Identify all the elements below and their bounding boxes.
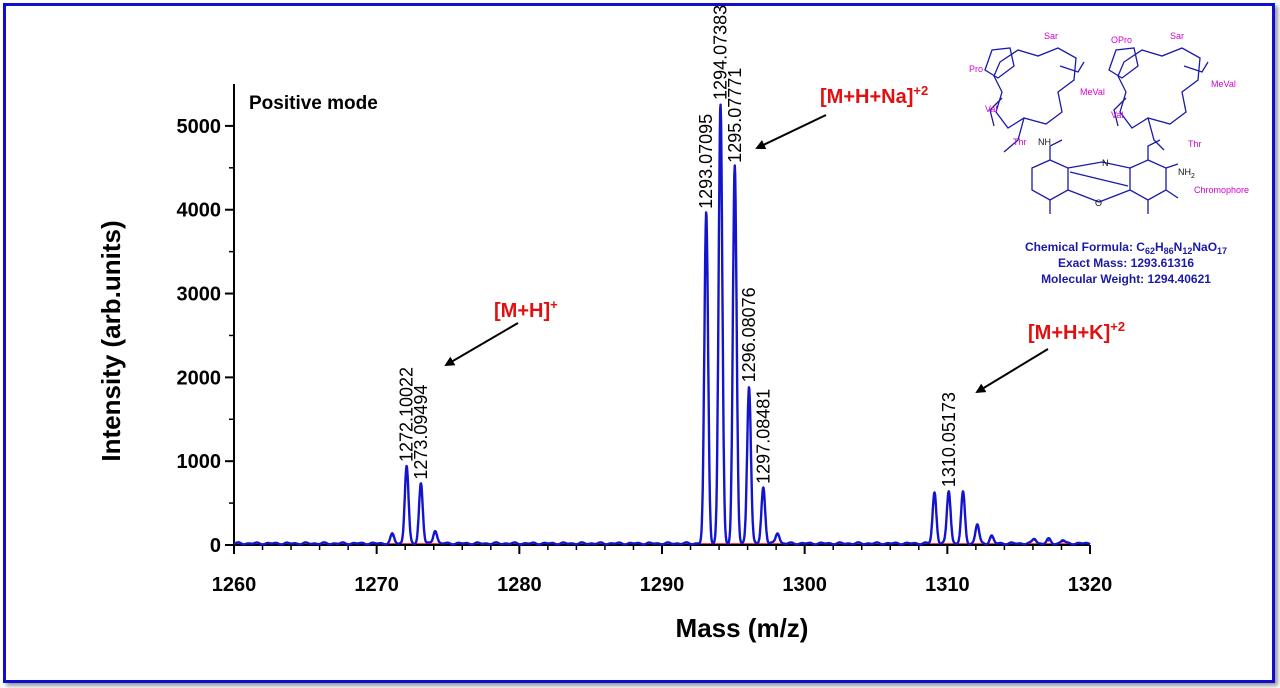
peak-label: 1295.07771	[725, 68, 745, 163]
residue-label-val-left: Val	[985, 104, 997, 114]
peak-label: 1272.10022	[397, 367, 417, 462]
residue-label-sar-left: Sar	[1044, 31, 1058, 41]
molecular-weight: Molecular Weight: 1294.40621	[1041, 272, 1211, 286]
peak-point	[1047, 540, 1050, 542]
residue-label-opro: OPro	[1111, 35, 1132, 45]
y-tick-label: 0	[210, 535, 221, 557]
annotation-charge: +2	[913, 83, 928, 98]
formula-part: C	[1136, 240, 1145, 254]
spectrum-trace	[233, 103, 1091, 546]
residue-label-thr-right: Thr	[1188, 139, 1202, 149]
peak-label: 1296.08076	[739, 287, 759, 382]
spectrum	[233, 103, 1091, 546]
annotation-arrow-m-h	[444, 322, 519, 367]
peak-point	[776, 533, 779, 535]
x-tick-label: 1310	[925, 574, 970, 596]
peak-label: 1293.07095	[696, 114, 716, 209]
annotation-arrow-m-h-k	[975, 348, 1049, 394]
annotation-arrow-m-h-na	[755, 114, 827, 150]
peak-label: 1294.07383	[710, 5, 730, 100]
peak-point	[733, 167, 736, 169]
annotation-m-h-k: [M+H+K]+2	[1028, 319, 1125, 344]
annotation-m-h: [M+H]+	[494, 297, 558, 322]
annotation-base: [M+H]	[494, 300, 550, 322]
peak-point	[1062, 540, 1064, 543]
residue-label-sar-right: Sar	[1170, 31, 1184, 41]
annotation-charge: +	[550, 297, 558, 312]
atom-label-nh2-base: NH	[1178, 167, 1191, 177]
molecule-structure	[984, 47, 1209, 214]
peak-point	[391, 534, 394, 537]
peak-point	[962, 493, 964, 495]
annotation-base: [M+H+Na]	[820, 86, 913, 108]
peak-point	[976, 524, 979, 527]
formula-part: H	[1155, 240, 1164, 254]
x-tick-label: 1320	[1068, 574, 1113, 596]
peak-point	[762, 488, 765, 490]
annotation-base: [M+H+K]	[1028, 322, 1110, 344]
formula-subscript: 86	[1164, 246, 1174, 256]
peak-point	[405, 466, 408, 468]
peak-point	[705, 213, 708, 215]
peak-point	[933, 493, 936, 495]
peak-label: 1297.08481	[753, 389, 773, 484]
residue-label-val-right: Val	[1111, 110, 1123, 120]
formula-part: N	[1174, 240, 1183, 254]
peak-point	[748, 386, 750, 389]
atom-label-n: N	[1102, 158, 1109, 168]
peak-point	[420, 483, 422, 486]
peak-label: 1310.05173	[939, 392, 959, 487]
atom-label-nh-left: NH	[1038, 137, 1051, 147]
y-axis-title: Intensity (arb.units)	[96, 220, 126, 461]
formula-subscript: 12	[1182, 246, 1192, 256]
x-tick-label: 1260	[212, 574, 257, 596]
peak-point	[990, 536, 993, 539]
formula-subscript: 17	[1217, 246, 1227, 256]
figure-frame	[3, 3, 1275, 683]
atom-label-o: O	[1095, 198, 1102, 208]
residue-label-chromophore: Chromophore	[1194, 185, 1249, 195]
y-tick-label: 1000	[177, 451, 222, 473]
peak-label: 1273.09494	[411, 385, 431, 480]
x-tick-label: 1300	[782, 574, 827, 596]
peak-point	[947, 491, 950, 493]
formula-subscript: 62	[1145, 246, 1155, 256]
peak-point	[719, 104, 722, 106]
residue-label-meval-left: MeVal	[1080, 87, 1105, 97]
residue-label-thr-left: Thr	[1013, 137, 1027, 147]
x-tick-label: 1290	[640, 574, 685, 596]
y-tick-label: 2000	[177, 367, 222, 389]
formula-part: NaO	[1192, 240, 1217, 254]
chemical-formula-label: Chemical Formula:	[1025, 240, 1136, 254]
y-tick-label: 3000	[177, 284, 222, 306]
molecule-labels: Sar Sar Pro OPro MeVal MeVal Val Val Thr…	[969, 31, 1249, 208]
y-tick-label: 4000	[177, 200, 222, 222]
atom-label-nh2: NH2	[1178, 167, 1195, 180]
residue-label-pro: Pro	[969, 64, 983, 74]
exact-mass: Exact Mass: 1293.61316	[1058, 256, 1194, 270]
x-tick-label: 1280	[497, 574, 542, 596]
x-axis-title: Mass (m/z)	[676, 613, 809, 643]
axes: 1260 1270 1280 1290 1300 1310 1320 0 1000 2000 300…	[177, 84, 1113, 596]
atom-label-nh2-sub: 2	[1191, 173, 1195, 180]
residue-label-meval-right: MeVal	[1211, 79, 1236, 89]
y-tick-label: 5000	[177, 116, 222, 138]
mode-label: Positive mode	[249, 93, 378, 114]
peak-point	[1033, 539, 1036, 541]
chemical-formula: Chemical Formula: C62H86N12NaO17	[1025, 240, 1227, 256]
annotation-charge: +2	[1110, 319, 1125, 334]
peak-point	[434, 530, 436, 533]
annotation-m-h-na: [M+H+Na]+2	[820, 83, 928, 108]
x-tick-label: 1270	[354, 574, 399, 596]
